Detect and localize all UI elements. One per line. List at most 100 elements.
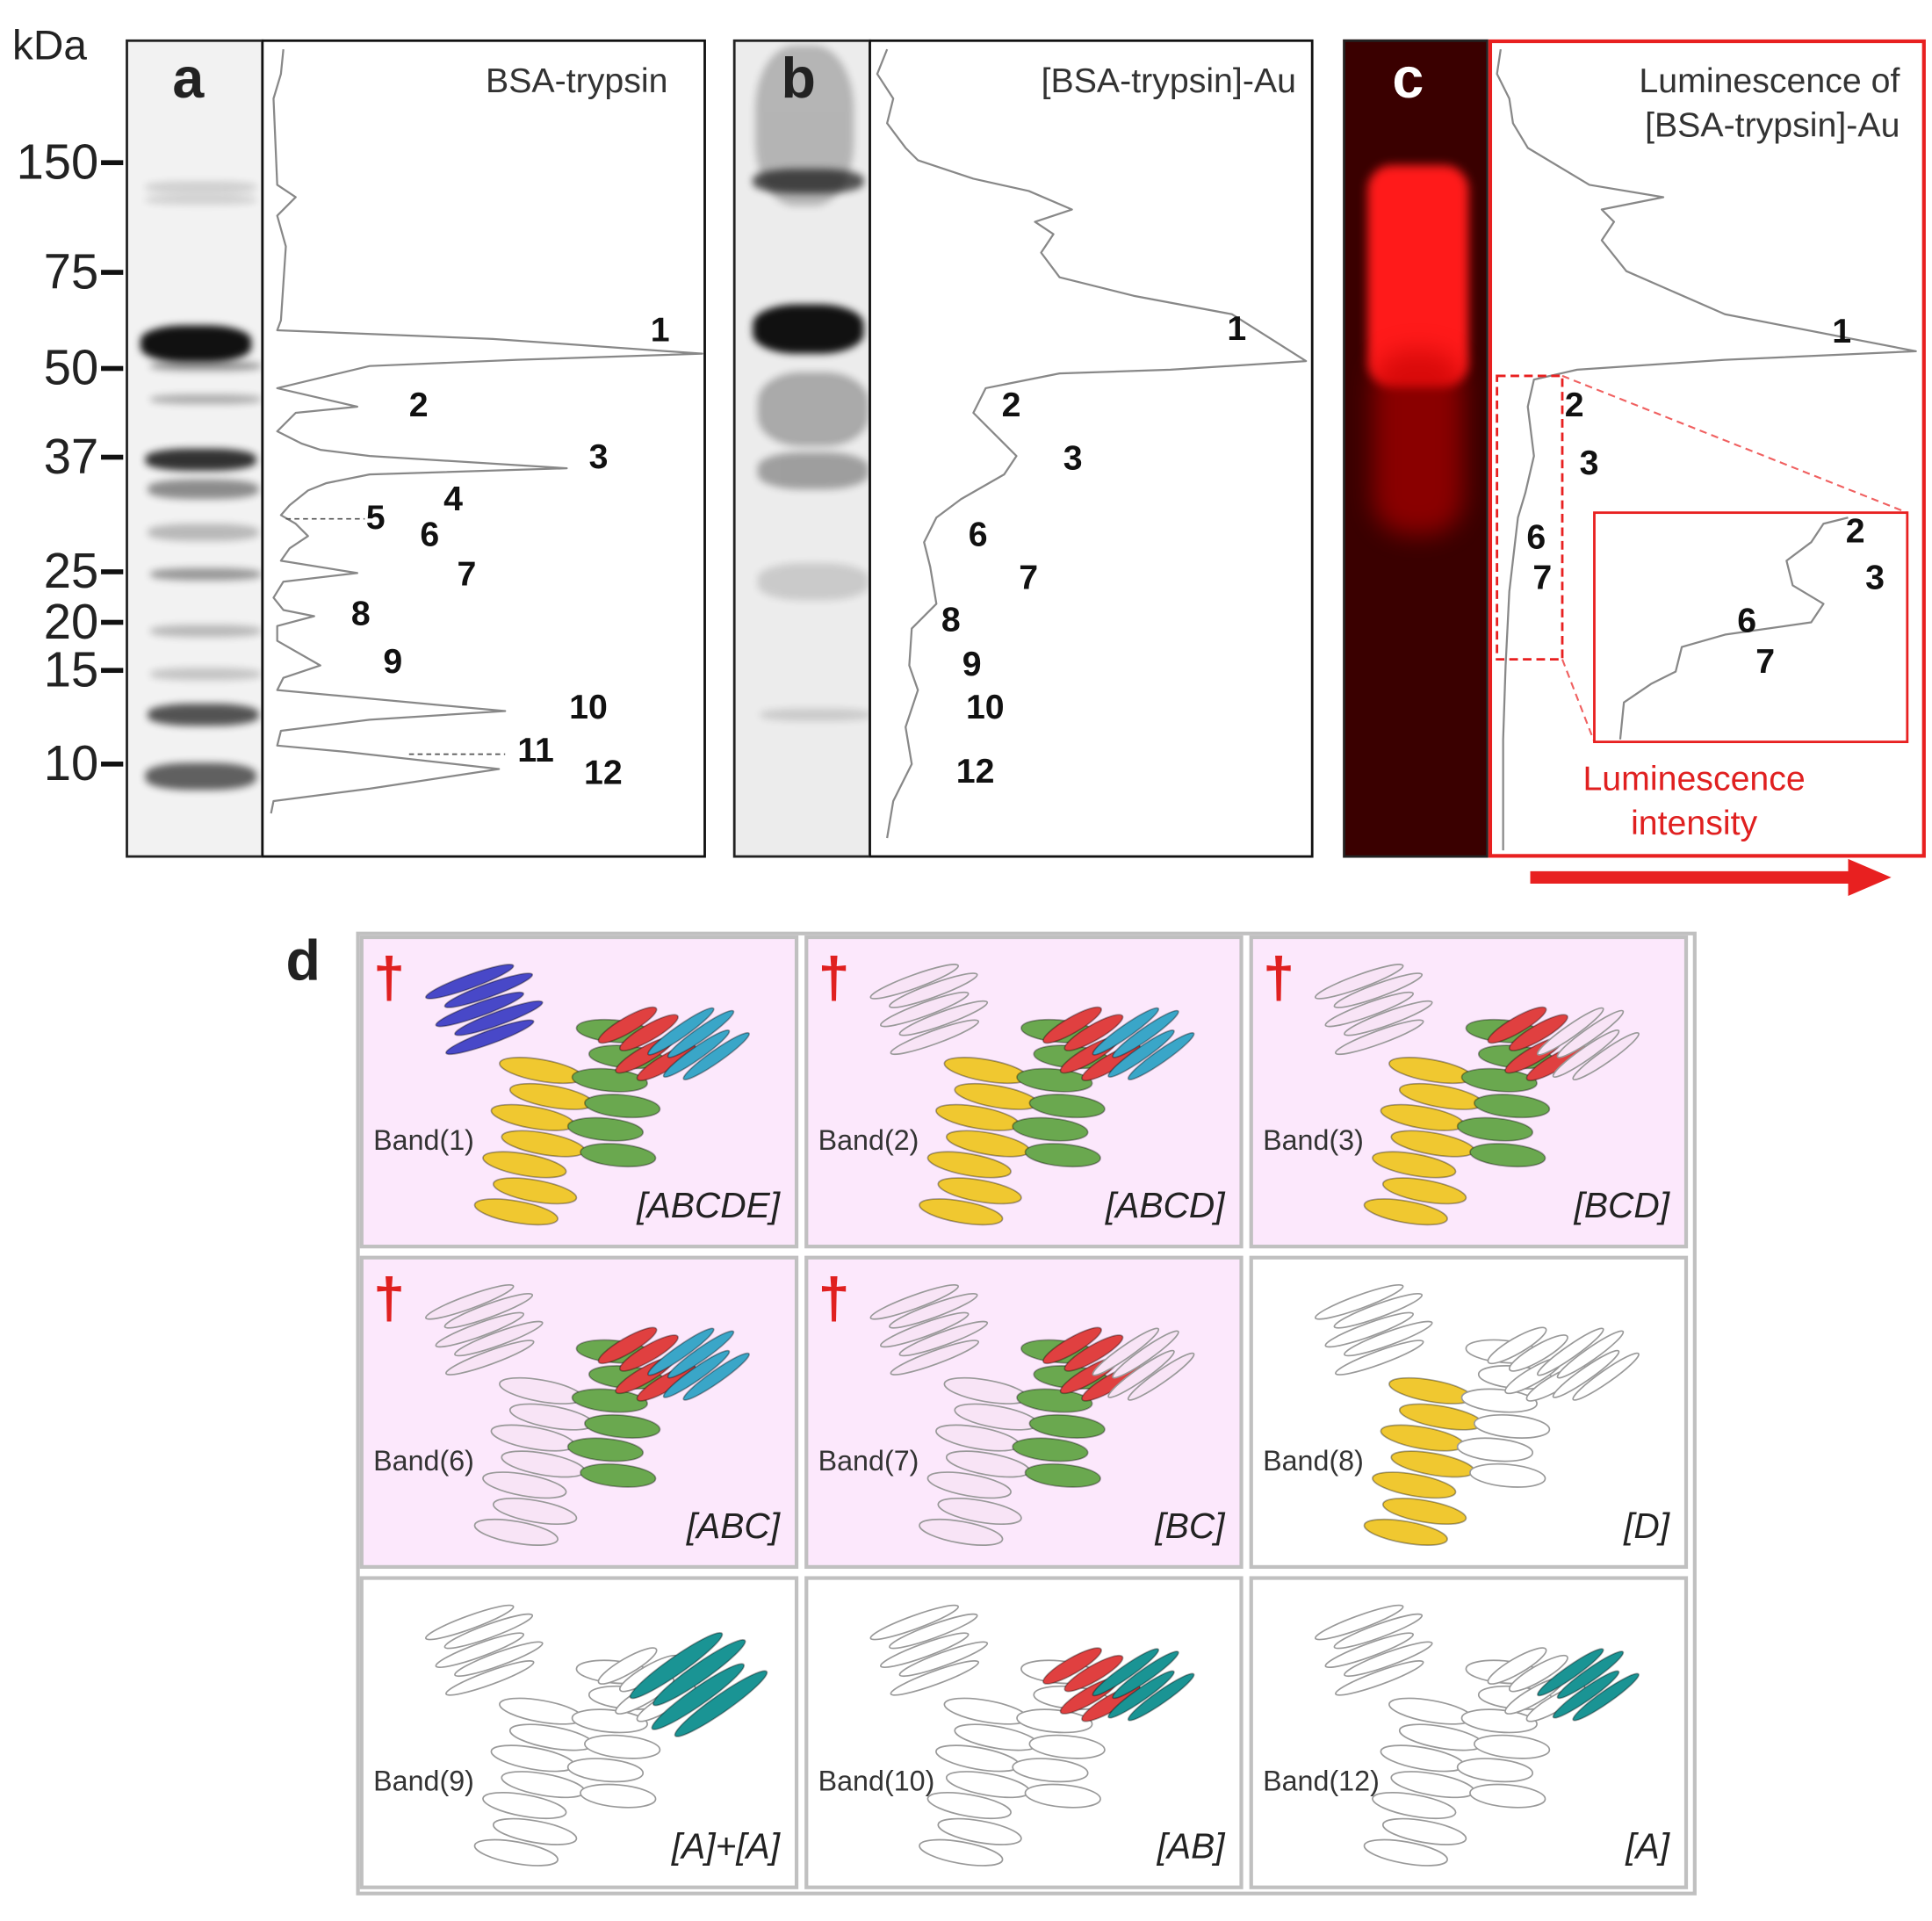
structure-cell: † Band(6) [ABC] bbox=[359, 1255, 799, 1570]
band-number: 6 bbox=[420, 515, 440, 553]
structure-cell: Band(9) [A]+[A] bbox=[359, 1576, 799, 1889]
domain-A bbox=[647, 1007, 750, 1081]
axis-tick-mark bbox=[101, 454, 124, 460]
arrow-head-icon bbox=[1848, 858, 1892, 896]
protein-structure bbox=[425, 1604, 768, 1867]
band-number: 2 bbox=[408, 386, 429, 424]
gel-band bbox=[145, 762, 256, 791]
densitometry-box-b bbox=[869, 39, 1314, 858]
band-number: 8 bbox=[350, 594, 371, 632]
structure-cell: Band(12) [A] bbox=[1249, 1576, 1689, 1889]
gel-band bbox=[140, 325, 252, 363]
domain-E bbox=[1314, 964, 1433, 1056]
domain-E bbox=[425, 1283, 544, 1376]
domain-A bbox=[1092, 1327, 1195, 1401]
zoom-connector bbox=[1561, 659, 1596, 742]
domain-A bbox=[1537, 1007, 1640, 1081]
band-label: Band(10) bbox=[818, 1765, 935, 1797]
domain-A bbox=[629, 1631, 768, 1737]
axis-tick-label: 37 bbox=[43, 430, 99, 485]
gel-band bbox=[150, 625, 262, 638]
panel-label-c: c bbox=[1392, 45, 1424, 110]
domain-A bbox=[1537, 1327, 1640, 1401]
axis-tick-label: 15 bbox=[43, 643, 99, 698]
structure-cell: † Band(2) [ABCD] bbox=[804, 935, 1244, 1249]
domain-E bbox=[869, 1283, 989, 1376]
trace-b bbox=[876, 48, 1308, 839]
densitometry-traces bbox=[270, 48, 1917, 896]
domain-D bbox=[1363, 1057, 1484, 1226]
axis-tick-mark bbox=[101, 619, 124, 625]
gel-band bbox=[145, 181, 256, 194]
trace-c bbox=[1496, 48, 1917, 851]
protein-structure bbox=[1314, 1283, 1640, 1546]
protein-structure bbox=[425, 964, 750, 1226]
axis-unit: kDa bbox=[12, 22, 87, 69]
zoom-region bbox=[1496, 374, 1564, 661]
domain-A bbox=[1092, 1007, 1195, 1081]
axis-tick-label: 25 bbox=[43, 545, 99, 599]
gel-band bbox=[145, 448, 256, 471]
band-number: 2 bbox=[1001, 386, 1021, 424]
domain-D bbox=[919, 1376, 1039, 1546]
gel-band bbox=[150, 567, 262, 581]
panel-title-b: [BSA-trypsin]-Au bbox=[1041, 61, 1296, 100]
band-number: 3 bbox=[1063, 438, 1083, 477]
band-number: 9 bbox=[383, 641, 403, 681]
band-number: 5 bbox=[365, 497, 386, 537]
luminescence-dagger-icon: † bbox=[373, 945, 406, 1010]
gel-band bbox=[148, 704, 259, 726]
panel-label-d: d bbox=[285, 928, 321, 993]
structure-cell: † Band(3) [BCD] bbox=[1249, 935, 1689, 1249]
fragment-label: [AB] bbox=[1157, 1827, 1225, 1867]
domain-D bbox=[473, 1376, 595, 1546]
axis-tick-label: 50 bbox=[43, 341, 99, 396]
gel-band bbox=[150, 361, 262, 372]
band-number: 1 bbox=[1227, 309, 1247, 348]
band-label: Band(8) bbox=[1263, 1444, 1364, 1477]
fragment-label: [ABC] bbox=[686, 1506, 781, 1547]
gel-band bbox=[150, 394, 262, 405]
intensity-label-line1: Luminescence bbox=[1582, 759, 1806, 798]
fragment-label: [ABCD] bbox=[1105, 1187, 1225, 1226]
gel-band bbox=[757, 563, 869, 601]
band-number: 7 bbox=[1532, 558, 1553, 597]
band-number: 12 bbox=[584, 753, 623, 791]
band-label: Band(1) bbox=[373, 1123, 474, 1157]
band-label: Band(7) bbox=[818, 1444, 919, 1477]
axis-tick-label: 150 bbox=[16, 135, 99, 191]
domain-E bbox=[869, 964, 989, 1056]
domain-E bbox=[869, 1604, 989, 1696]
band-label: Band(2) bbox=[818, 1123, 919, 1157]
band-number: 1 bbox=[1832, 311, 1852, 350]
band-label: Band(6) bbox=[373, 1444, 474, 1477]
band-number: 9 bbox=[962, 644, 982, 683]
band-number: 6 bbox=[968, 515, 988, 553]
gel-band bbox=[753, 169, 864, 194]
protein-structure bbox=[1314, 1604, 1640, 1867]
domain-D bbox=[473, 1057, 595, 1226]
band-number: 3 bbox=[1579, 444, 1599, 482]
domain-E bbox=[425, 964, 544, 1056]
protein-structure bbox=[1314, 964, 1640, 1226]
domain-E bbox=[1314, 1283, 1433, 1376]
band-number: 8 bbox=[941, 600, 961, 639]
gel-band bbox=[148, 524, 259, 541]
band-number: 1 bbox=[650, 310, 670, 350]
domain-A bbox=[1537, 1648, 1640, 1722]
gel-band bbox=[145, 194, 256, 205]
luminescence-dagger-icon: † bbox=[1263, 945, 1294, 1010]
inset-box bbox=[1593, 511, 1909, 744]
band-number: 3 bbox=[1865, 558, 1885, 597]
fragment-label: [D] bbox=[1624, 1506, 1670, 1547]
fragment-label: [A]+[A] bbox=[671, 1827, 781, 1867]
band-number: 7 bbox=[457, 554, 477, 593]
axis-tick-mark bbox=[101, 668, 124, 674]
axis-tick-label: 75 bbox=[43, 245, 99, 300]
domain-D bbox=[473, 1697, 595, 1867]
domain-E bbox=[425, 1604, 544, 1696]
structure-grid bbox=[356, 931, 1697, 1896]
gel-lane-c bbox=[1343, 39, 1489, 858]
band-number: 6 bbox=[1737, 601, 1757, 640]
